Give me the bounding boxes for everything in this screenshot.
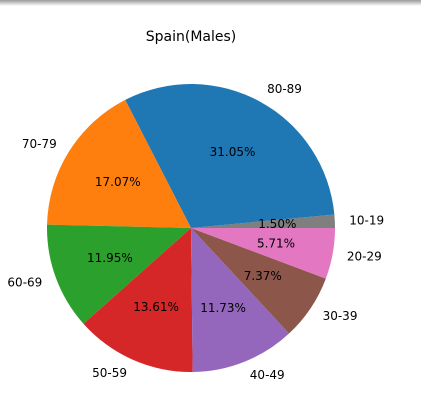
category-label-50-59: 50-59 (92, 366, 127, 380)
percent-label-20-29: 5.71% (257, 236, 295, 250)
percent-label-40-49: 11.73% (200, 301, 246, 315)
category-label-80-89: 80-89 (267, 82, 302, 96)
pie-slice-80-89 (125, 83, 335, 228)
percent-label-60-69: 11.95% (87, 251, 133, 265)
category-label-30-39: 30-39 (323, 309, 358, 323)
category-label-10-19: 10-19 (349, 214, 384, 228)
percent-label-50-59: 13.61% (133, 300, 179, 314)
pie-slice-60-69 (47, 224, 191, 324)
pie-slice-50-59 (83, 228, 193, 372)
pie-category-labels: 10-19 80-89 70-79 60-69 50-59 40-49 30-39 20-29 (7, 82, 384, 382)
pie-percent-labels: 1.50% 31.05% 17.07% 11.95% 13.61% 11.73% 7.37%… (87, 145, 296, 315)
pie-slice-20-29 (191, 228, 335, 279)
window-top-shadow (0, 0, 421, 6)
pie-slice-10-19 (191, 214, 336, 228)
percent-label-80-89: 31.05% (210, 145, 256, 159)
percent-label-30-39: 7.37% (244, 269, 282, 283)
category-label-60-69: 60-69 (7, 276, 42, 290)
pie-slice-70-79 (47, 99, 191, 229)
category-label-40-49: 40-49 (250, 368, 285, 382)
category-label-20-29: 20-29 (347, 249, 382, 263)
chart-title: Spain(Males) (146, 29, 237, 45)
percent-label-10-19: 1.50% (258, 217, 296, 231)
pie-slice-30-39 (191, 228, 326, 334)
pie-slices (47, 83, 336, 372)
percent-label-70-79: 17.07% (95, 175, 141, 189)
category-label-70-79: 70-79 (22, 137, 57, 151)
pie-slice-40-49 (191, 228, 290, 372)
